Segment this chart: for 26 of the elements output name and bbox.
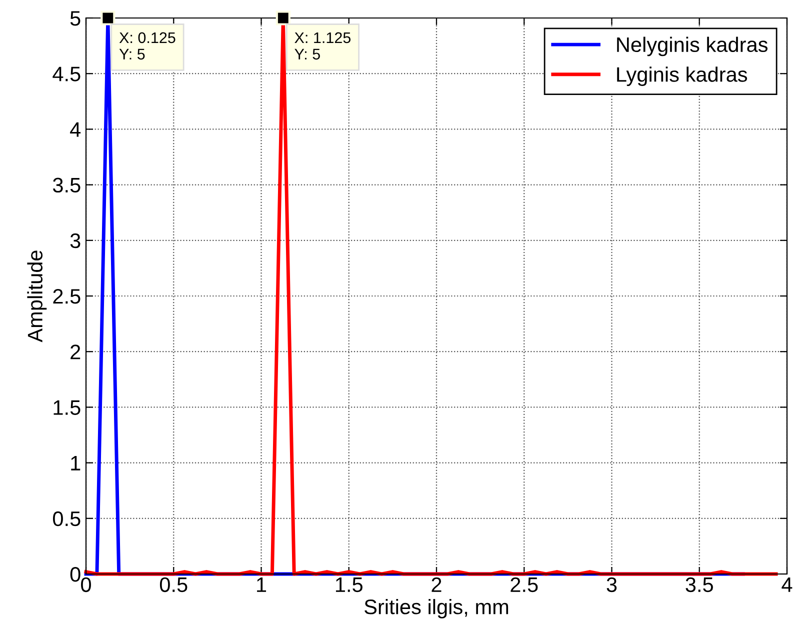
- annotation: X: 1.125 Y: 5: [294, 32, 351, 60]
- x-tick-label: 3.5: [686, 577, 713, 592]
- x-tick-label: 0.5: [160, 577, 188, 592]
- y-axis-title: Amplitude: [27, 250, 47, 342]
- x-tick-label: 2.5: [510, 577, 538, 592]
- y-tick-label: 0: [70, 567, 80, 582]
- x-tick-label: 0: [81, 577, 91, 592]
- x-tick-label: 1: [257, 578, 266, 592]
- y-tick-label: 3.5: [52, 178, 80, 193]
- y-tick-label: 1.5: [54, 400, 80, 415]
- x-axis-title: Srities ilgis, mm: [364, 598, 508, 618]
- legend-label: Lyginis kadras: [617, 66, 748, 86]
- y-tick-label: 2.5: [53, 289, 80, 304]
- x-tick-label: 2: [432, 577, 442, 592]
- y-tick-label: 5: [70, 11, 80, 26]
- y-tick-label: 4: [70, 122, 81, 137]
- y-tick-label: 0.5: [52, 511, 80, 526]
- annotation: X: 0.125 Y: 5: [119, 32, 176, 60]
- x-tick-label: 4: [782, 578, 792, 592]
- legend-label: Nelyginis kadras: [617, 36, 768, 56]
- y-tick-label: 1: [71, 456, 80, 470]
- y-tick-label: 3: [70, 233, 80, 248]
- y-tick-label: 4.5: [52, 66, 80, 82]
- x-tick-label: 3: [606, 577, 617, 592]
- y-tick-label: 2: [70, 344, 80, 360]
- x-tick-label: 1.5: [336, 578, 362, 592]
